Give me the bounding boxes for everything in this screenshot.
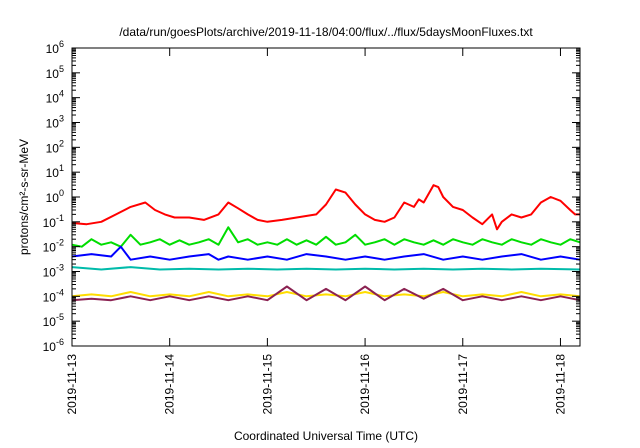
y-tick-label: 10-5 — [43, 312, 64, 329]
x-tick-label: 2019-11-17 — [456, 354, 470, 415]
y-tick-label: 103 — [46, 114, 64, 131]
y-tick-label: 104 — [46, 89, 64, 106]
y-tick-label: 105 — [46, 64, 64, 81]
y-tick-label: 10-1 — [43, 213, 64, 230]
x-tick-label: 2019-11-15 — [260, 354, 274, 415]
x-tick-label: 2019-11-13 — [65, 354, 79, 415]
plot-frame — [71, 47, 581, 347]
series-line-2 — [71, 226, 581, 248]
series-layer — [71, 184, 581, 302]
series-line-4 — [71, 266, 581, 271]
y-axis-label: protons/cm²-s-sr-MeV — [17, 139, 31, 255]
chart-title: /data/run/goesPlots/archive/2019-11-18/0… — [119, 25, 533, 39]
x-axis-label: Coordinated Universal Time (UTC) — [234, 429, 418, 443]
y-tick-label: 10-2 — [43, 238, 64, 255]
x-tick-label: 2019-11-14 — [163, 354, 177, 415]
series-line-3 — [71, 245, 581, 261]
y-tick-label: 10-3 — [43, 263, 64, 280]
y-tick-label: 106 — [46, 39, 64, 56]
x-tick-label: 2019-11-18 — [553, 354, 567, 415]
series-line-1 — [71, 184, 580, 231]
x-tick-label: 2019-11-16 — [358, 354, 372, 415]
y-axis: 10-6 10-5 10-4 10-3 10-2 10-1 100 101 102 103 104 1… — [43, 39, 580, 354]
series-line-6 — [71, 285, 581, 302]
y-tick-label: 101 — [46, 163, 64, 180]
y-tick-label: 100 — [46, 188, 64, 205]
series-line-5 — [71, 291, 581, 298]
x-axis: 2019-11-13 2019-11-14 2019-11-15 2019-11-16… — [65, 48, 567, 415]
y-tick-label: 10-4 — [43, 287, 64, 304]
y-tick-label: 10-6 — [43, 337, 64, 354]
y-tick-label: 102 — [46, 138, 64, 155]
